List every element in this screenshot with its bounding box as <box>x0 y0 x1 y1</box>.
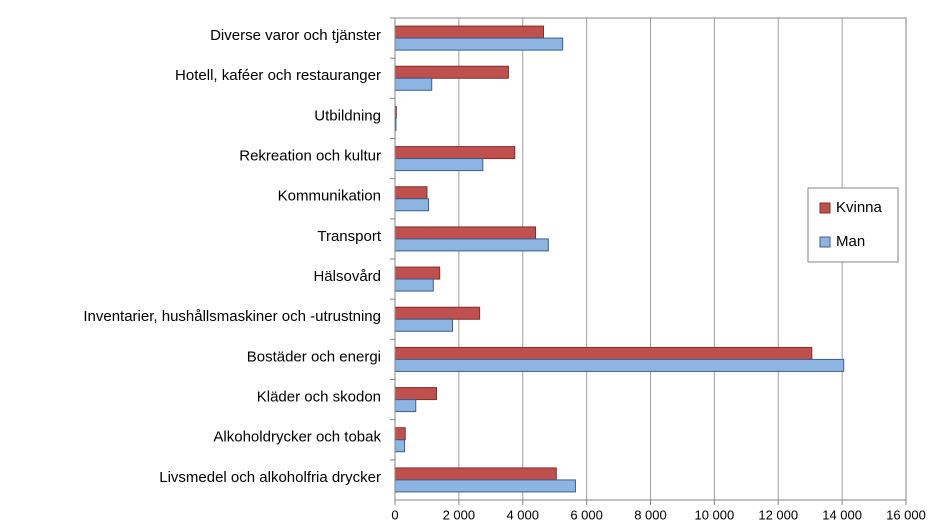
bar <box>394 467 557 481</box>
x-tick-label: 14 000 <box>822 507 862 522</box>
y-tick-label: Diverse varor och tjänster <box>210 27 381 44</box>
bar <box>394 318 453 332</box>
bar <box>394 25 545 39</box>
bar <box>394 346 813 360</box>
bar <box>394 479 576 493</box>
bar <box>394 439 406 453</box>
bar <box>394 146 516 160</box>
bar <box>394 37 564 51</box>
bar <box>394 266 441 280</box>
bar <box>394 198 430 212</box>
y-tick-label: Utbildning <box>314 107 381 124</box>
x-tick-label: 6 000 <box>570 507 603 522</box>
x-tick-label: 10 000 <box>694 507 734 522</box>
y-tick-label: Kläder och skodon <box>257 389 381 406</box>
bar <box>394 358 845 372</box>
bar <box>394 387 438 401</box>
y-tick-label: Inventarier, hushållsmaskiner och -utrus… <box>83 308 381 325</box>
legend-swatch <box>819 202 831 214</box>
x-tick-label: 8 000 <box>634 507 667 522</box>
bar <box>394 77 433 91</box>
bar <box>394 158 484 172</box>
legend-label: Kvinna <box>836 199 883 216</box>
legend-label: Man <box>836 233 865 250</box>
y-tick-label: Alkoholdrycker och tobak <box>213 429 381 446</box>
bar <box>394 306 481 320</box>
bar <box>394 65 509 79</box>
y-tick-label: Transport <box>317 228 381 245</box>
y-tick-label: Hälsovård <box>313 268 381 285</box>
legend-swatch <box>819 236 831 248</box>
legend-box <box>807 187 899 263</box>
y-tick-label: Livsmedel och alkoholfria drycker <box>159 469 381 486</box>
x-tick-label: 0 <box>391 507 398 522</box>
bar <box>394 226 537 240</box>
bar <box>394 238 549 252</box>
bar <box>394 427 406 441</box>
y-tick-label: Rekreation och kultur <box>239 148 381 165</box>
x-tick-label: 4 000 <box>506 507 539 522</box>
y-tick-label: Kommunikation <box>278 188 381 205</box>
bar <box>394 399 417 413</box>
y-tick-label: Hotell, kaféer och restauranger <box>175 67 381 84</box>
y-tick-label: Bostäder och energi <box>247 348 381 365</box>
bar <box>394 278 434 292</box>
bar <box>394 186 428 200</box>
x-tick-label: 2 000 <box>443 507 476 522</box>
x-tick-label: 16 000 <box>886 507 926 522</box>
x-tick-label: 12 000 <box>758 507 798 522</box>
